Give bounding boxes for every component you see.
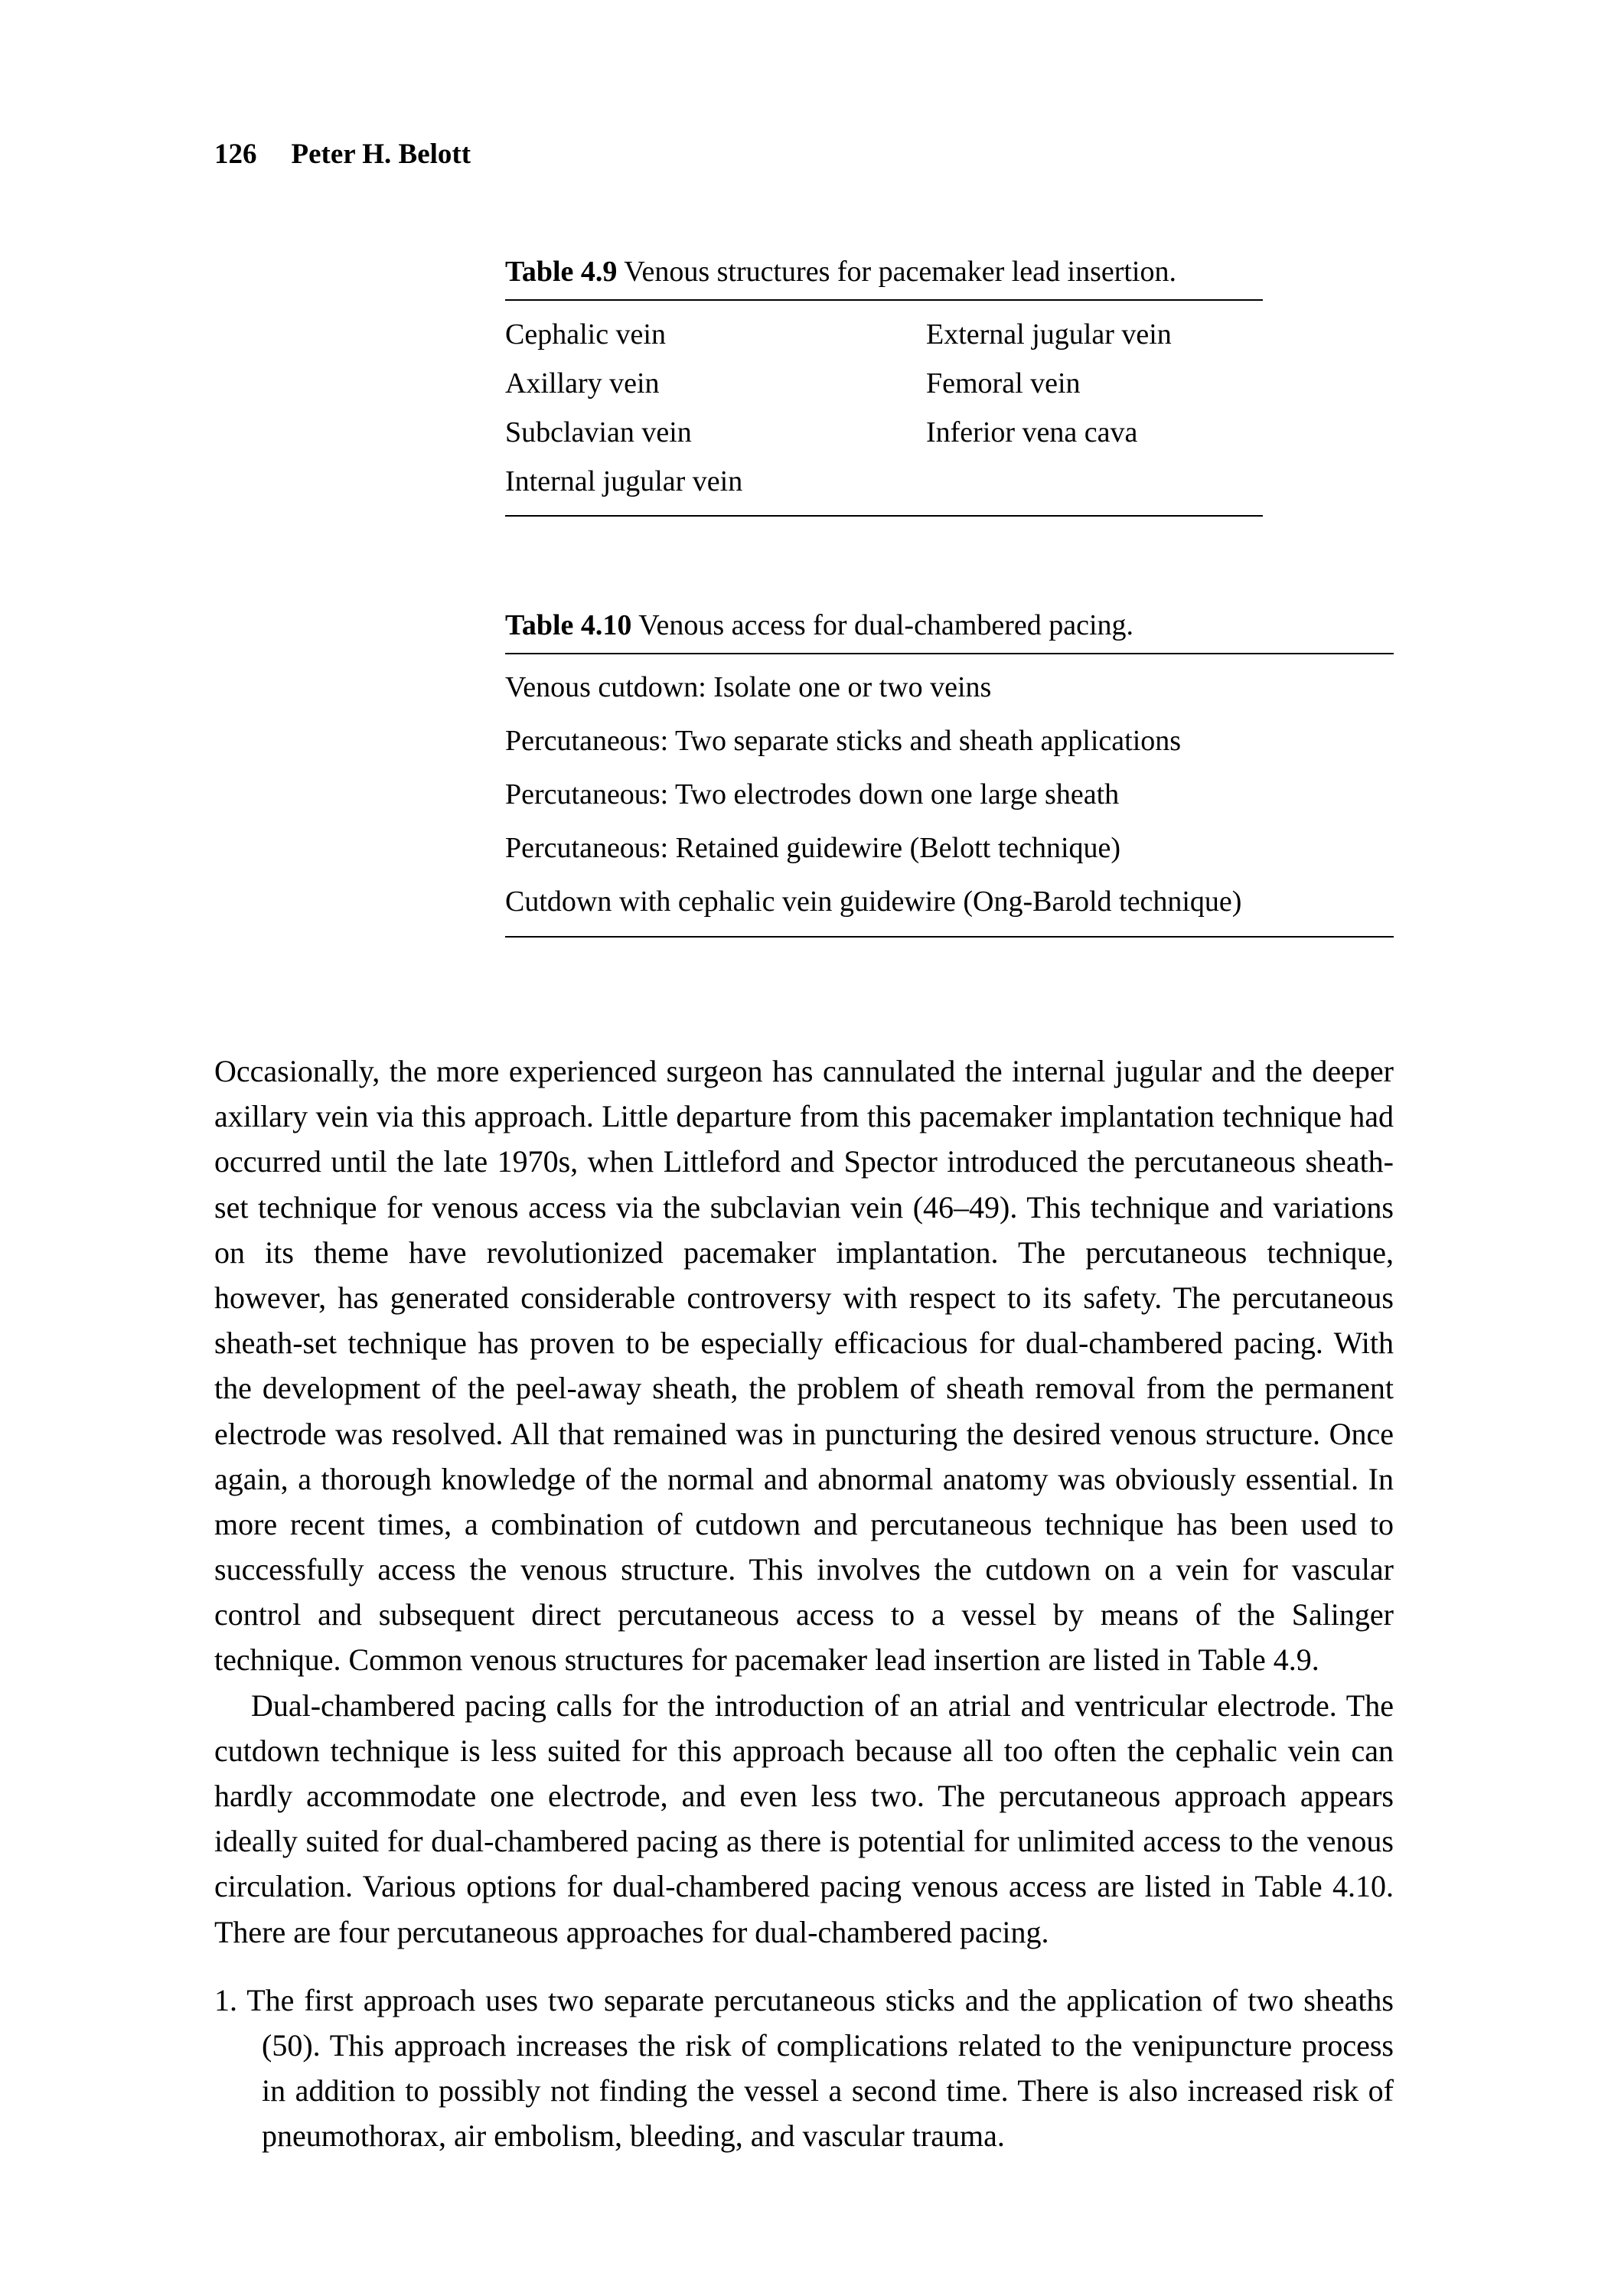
- table-4-10: Venous cutdown: Isolate one or two veins…: [505, 653, 1394, 938]
- table-row: Subclavian vein Inferior vena cava: [505, 408, 1263, 457]
- table-cell: Subclavian vein: [505, 416, 926, 449]
- table-4-10-caption: Table 4.10 Venous access for dual-chambe…: [505, 608, 1394, 642]
- table-cell: Axillary vein: [505, 367, 926, 400]
- table-cell: Cephalic vein: [505, 318, 926, 351]
- table-row: Percutaneous: Two electrodes down one la…: [505, 768, 1394, 821]
- table-4-9-caption-text: Venous structures for pacemaker lead ins…: [624, 256, 1176, 288]
- table-cell: External jugular vein: [926, 318, 1263, 351]
- table-4-9: Cephalic vein External jugular vein Axil…: [505, 299, 1263, 517]
- table-cell: Inferior vena cava: [926, 416, 1263, 449]
- table-row: Venous cutdown: Isolate one or two veins: [505, 660, 1394, 714]
- paragraph-1: Occasionally, the more experienced surge…: [214, 1049, 1394, 1683]
- page-number: 126: [214, 138, 257, 171]
- table-4-10-container: Table 4.10 Venous access for dual-chambe…: [505, 608, 1394, 938]
- table-cell: Internal jugular vein: [505, 465, 926, 498]
- table-row: Percutaneous: Two separate sticks and sh…: [505, 714, 1394, 768]
- table-4-9-container: Table 4.9 Venous structures for pacemake…: [505, 255, 1394, 517]
- table-row: Cephalic vein External jugular vein: [505, 310, 1263, 359]
- table-4-10-label: Table 4.10: [505, 609, 631, 641]
- table-4-9-caption: Table 4.9 Venous structures for pacemake…: [505, 255, 1394, 289]
- table-cell: [926, 465, 1263, 498]
- table-cell: Femoral vein: [926, 367, 1263, 400]
- body-text: Occasionally, the more experienced surge…: [214, 1049, 1394, 2159]
- page-header: 126 Peter H. Belott: [214, 138, 1394, 171]
- table-row: Percutaneous: Retained guidewire (Belott…: [505, 821, 1394, 875]
- table-row: Internal jugular vein: [505, 457, 1263, 506]
- paragraph-2: Dual-chambered pacing calls for the intr…: [214, 1683, 1394, 1955]
- list-item-1: 1. The first approach uses two separate …: [214, 1978, 1394, 2159]
- table-4-10-caption-text: Venous access for dual-chambered pacing.: [638, 609, 1133, 641]
- table-4-9-label: Table 4.9: [505, 256, 617, 288]
- table-row: Axillary vein Femoral vein: [505, 359, 1263, 408]
- table-row: Cutdown with cephalic vein guidewire (On…: [505, 875, 1394, 928]
- author-name: Peter H. Belott: [292, 138, 471, 171]
